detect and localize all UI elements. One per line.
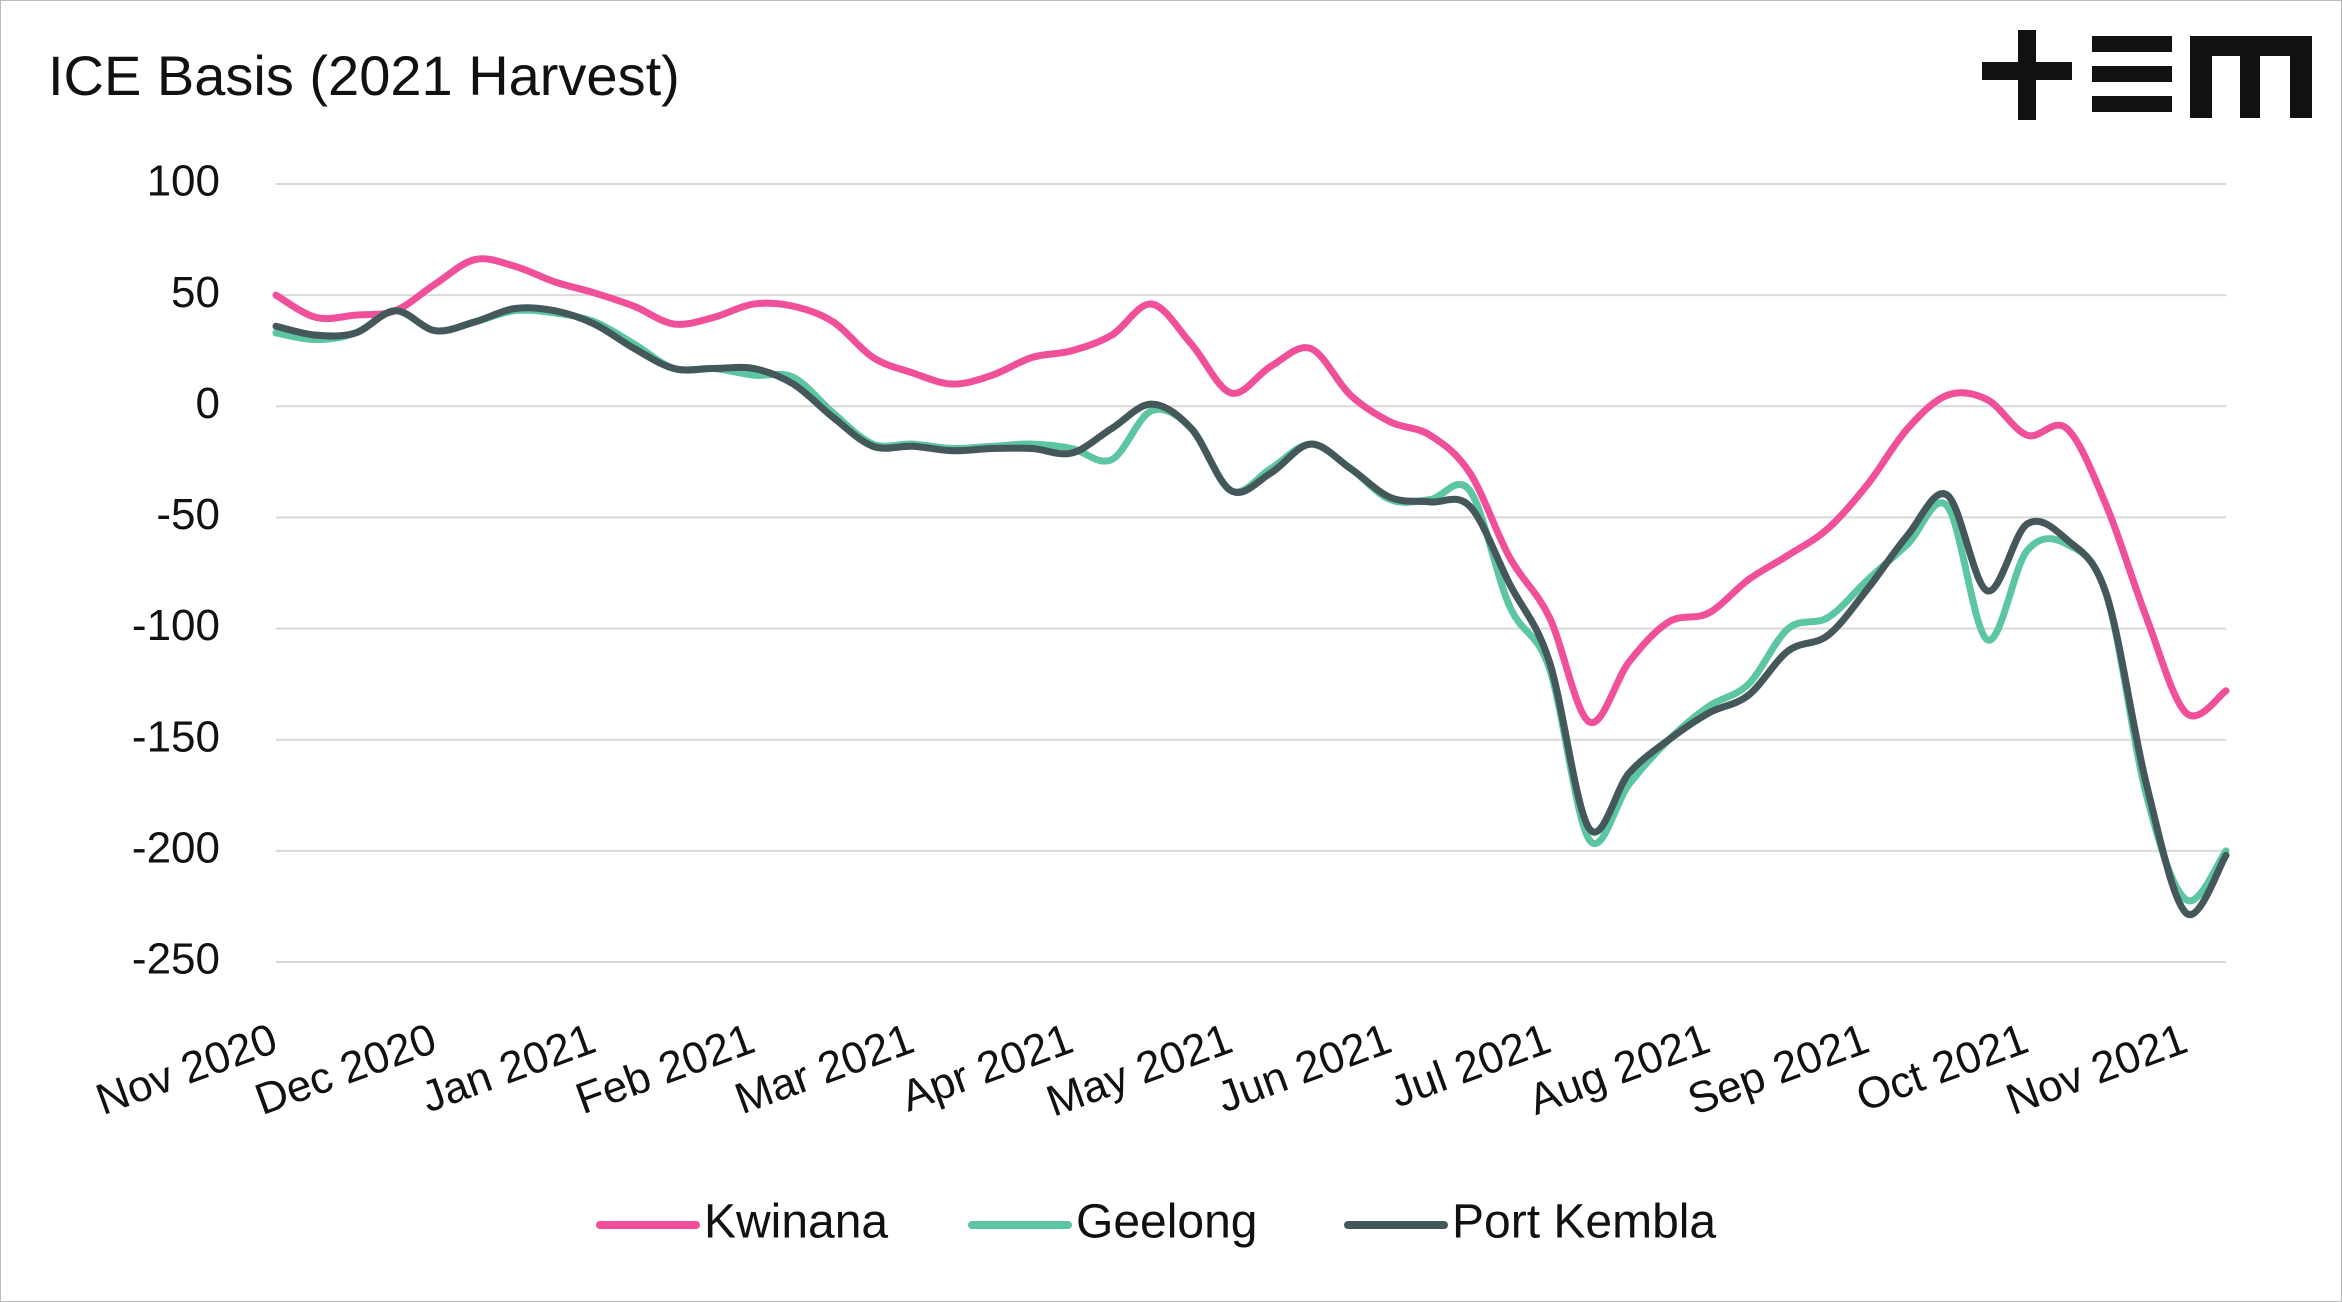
chart-title: ICE Basis (2021 Harvest) [48, 44, 680, 107]
legend-label: Port Kembla [1452, 1196, 1716, 1249]
logo [1982, 30, 2312, 120]
y-tick-label: 0 [196, 379, 220, 428]
y-tick-label: -50 [156, 490, 220, 539]
y-tick-label: -200 [132, 823, 220, 872]
y-tick-label: 100 [147, 157, 220, 206]
y-tick-label: 50 [171, 268, 220, 317]
series-line [272, 304, 2230, 919]
series-line [272, 255, 2230, 727]
legend-label: Geelong [1076, 1196, 1257, 1249]
y-tick-label: -150 [132, 712, 220, 761]
y-tick-label: -100 [132, 601, 220, 650]
legend-label: Kwinana [704, 1196, 888, 1249]
y-tick-label: -250 [132, 935, 220, 984]
